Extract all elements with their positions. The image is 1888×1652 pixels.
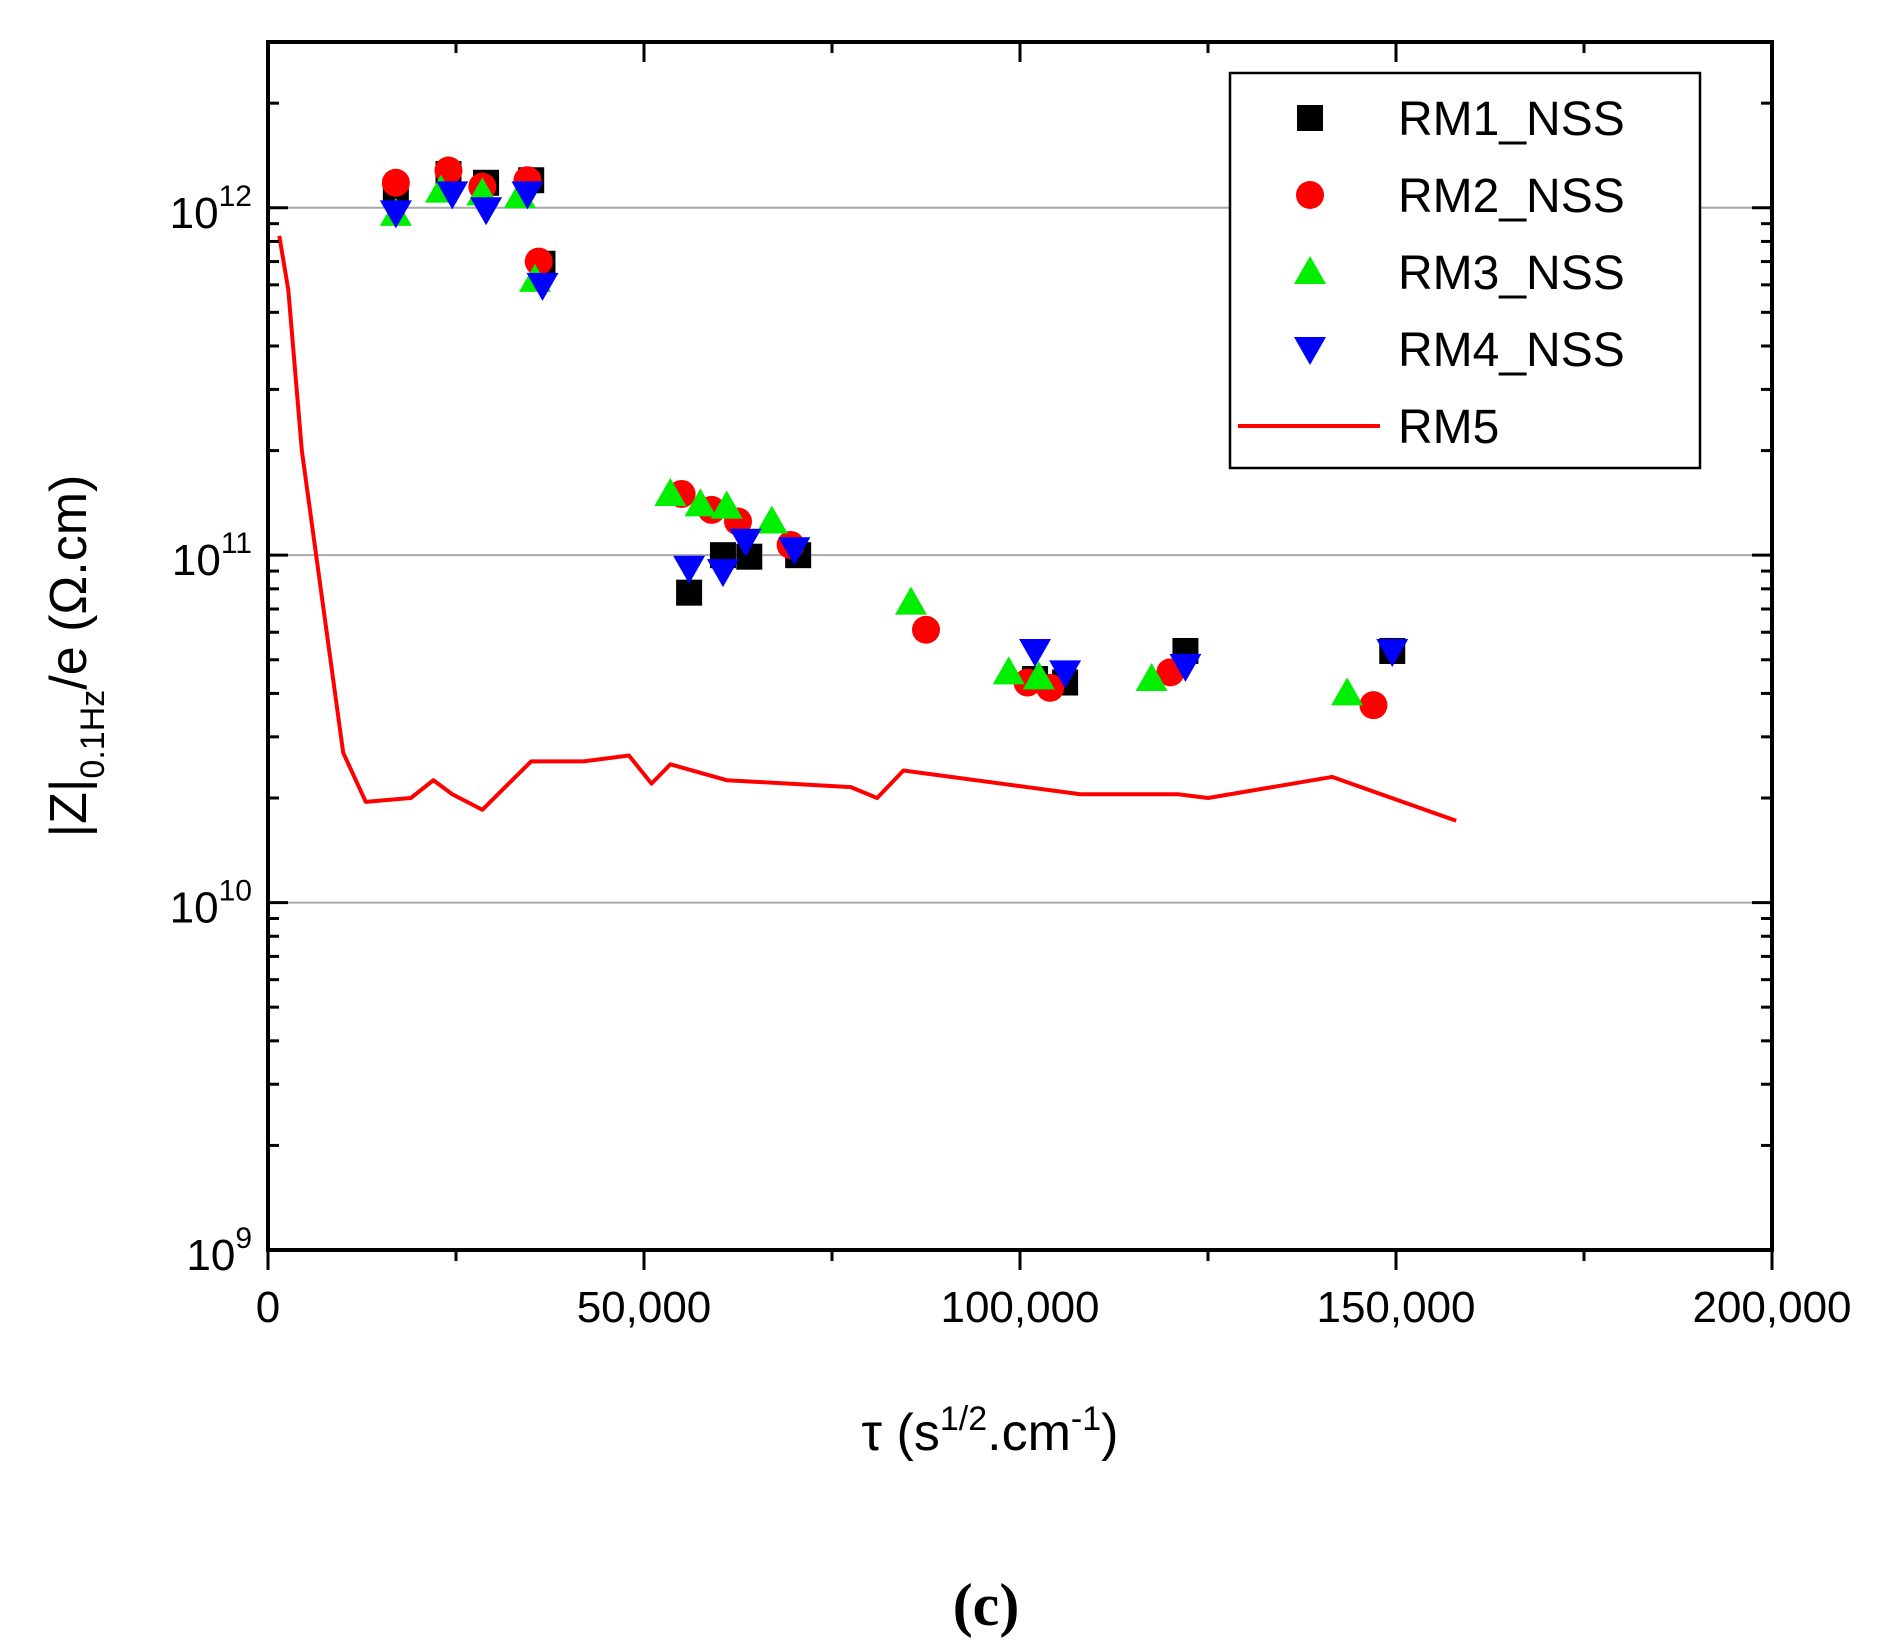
data-point — [379, 200, 412, 229]
data-point — [524, 247, 553, 276]
data-point — [1359, 691, 1388, 720]
plot-series — [277, 156, 1457, 823]
legend-label: RM2_NSS — [1398, 170, 1625, 223]
y-tick-labels: 109 1010 1011 1012 — [170, 180, 252, 1280]
data-point — [1049, 660, 1082, 689]
legend-marker — [1297, 105, 1323, 131]
data-point — [1331, 677, 1364, 706]
data-point — [1135, 663, 1168, 692]
y-tick-label: 1011 — [172, 527, 252, 585]
legend-label: RM5 — [1398, 401, 1499, 454]
data-point — [894, 586, 927, 615]
data-point — [706, 559, 739, 588]
legend-marker — [1294, 256, 1326, 284]
data-point — [778, 537, 811, 566]
x-tick-label: 50,000 — [577, 1283, 712, 1332]
data-point — [1022, 661, 1055, 690]
figure-caption: (c) — [953, 1572, 1020, 1638]
data-point — [710, 490, 743, 519]
data-point — [526, 272, 559, 301]
legend-label: RM3_NSS — [1398, 247, 1625, 300]
data-point — [755, 505, 788, 534]
data-point — [654, 477, 687, 506]
data-point — [470, 197, 503, 226]
x-tick-label: 150,000 — [1316, 1283, 1475, 1332]
data-point — [1019, 638, 1052, 667]
x-tick-label: 200,000 — [1692, 1283, 1851, 1332]
legend-label: RM1_NSS — [1398, 93, 1625, 146]
data-point — [381, 168, 410, 197]
y-tick-label: 109 — [186, 1222, 252, 1280]
x-tick-labels: 0 50,000 100,000 150,000 200,000 — [256, 1283, 1852, 1332]
x-tick-label: 100,000 — [940, 1283, 1099, 1332]
data-point — [1376, 638, 1409, 667]
data-point — [673, 555, 706, 584]
axis-ticks — [266, 40, 1774, 1270]
legend: RM1_NSS RM2_NSS RM3_NSS RM4_NSS RM5 — [1228, 71, 1702, 470]
series-line-rm5 — [277, 235, 1457, 823]
legend-marker — [1294, 337, 1326, 365]
legend-label: RM4_NSS — [1398, 324, 1625, 377]
data-point — [1169, 653, 1202, 682]
data-point — [992, 656, 1025, 685]
y-tick-label: 1012 — [170, 180, 252, 238]
y-tick-label: 1010 — [170, 875, 252, 933]
data-point — [912, 615, 940, 644]
legend-marker — [1296, 181, 1324, 209]
data-point — [684, 488, 717, 517]
data-point — [436, 181, 469, 210]
x-tick-label: 0 — [256, 1283, 280, 1332]
data-point — [729, 528, 762, 557]
data-point — [511, 181, 544, 210]
data-point — [676, 579, 703, 606]
y-axis-title: |Z|0.1Hz/e (Ω.cm) — [40, 475, 112, 838]
series-rm4-nss — [379, 181, 1409, 689]
x-axis-title: τ (s1/2.cm-1) — [862, 1400, 1119, 1462]
